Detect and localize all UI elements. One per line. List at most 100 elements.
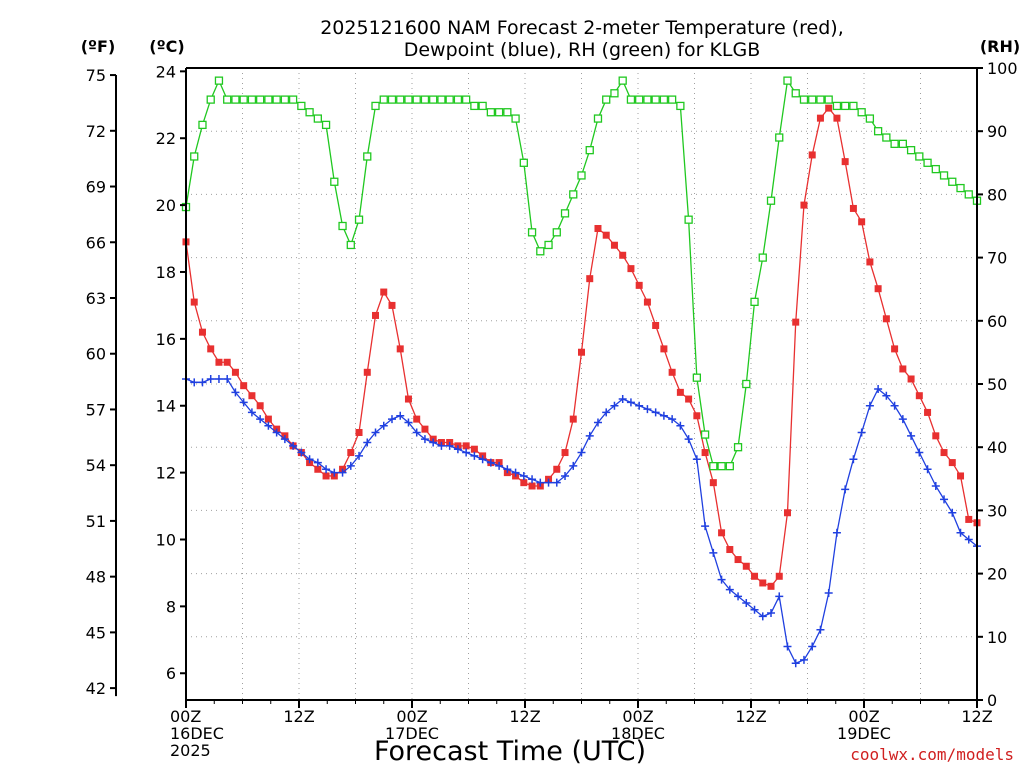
- dewpoint-point: [659, 411, 668, 420]
- temperature-point: [792, 318, 800, 326]
- dewpoint-point: [742, 599, 751, 608]
- temperature-point: [866, 258, 874, 266]
- temperature-point: [800, 201, 808, 209]
- dewpoint-point: [841, 485, 850, 494]
- dewpoint-point: [305, 455, 314, 464]
- fahrenheit-tick-label: 45: [86, 623, 106, 642]
- temperature-point: [610, 241, 618, 249]
- dewpoint-point: [593, 418, 602, 427]
- rh-point: [256, 95, 265, 104]
- temperature-point: [948, 459, 956, 467]
- rh-unit-label: (RH): [980, 37, 1020, 56]
- rh-tick-label: 60: [987, 312, 1007, 331]
- dewpoint-point: [495, 461, 504, 470]
- rh-point: [692, 373, 702, 382]
- dewpoint-point: [503, 465, 512, 474]
- temperature-point: [759, 579, 767, 587]
- x-tick-label: 00Z: [396, 707, 427, 726]
- rh-point: [898, 139, 907, 148]
- dewpoint-point: [865, 401, 874, 410]
- series-rh: [181, 76, 982, 471]
- dewpoint-point: [849, 455, 858, 464]
- temperature-point: [421, 425, 429, 433]
- dewpoint-point: [734, 592, 743, 601]
- rh-point: [280, 95, 290, 104]
- rh-tick-label: 50: [987, 375, 1007, 394]
- temperature-point: [594, 225, 602, 233]
- dewpoint-point: [725, 585, 734, 594]
- temperature-point: [528, 482, 536, 490]
- fahrenheit-tick-label: 57: [86, 400, 106, 419]
- dewpoint-point: [198, 378, 207, 387]
- rh-point: [906, 146, 916, 155]
- dewpoint-point: [420, 435, 429, 444]
- x-tick-label: 16DEC: [170, 724, 224, 743]
- series-line: [185, 378, 978, 665]
- rh-point: [857, 108, 866, 117]
- celsius-tick-label: 8: [166, 597, 176, 616]
- temperature-point: [808, 151, 816, 159]
- rh-point: [882, 133, 891, 142]
- dewpoint-point: [412, 428, 421, 437]
- dewpoint-point: [313, 458, 322, 467]
- dewpoint-point: [799, 655, 808, 664]
- rh-point: [725, 462, 734, 471]
- celsius-tick-label: 16: [156, 330, 176, 349]
- fahrenheit-tick-label: 63: [86, 289, 106, 308]
- dewpoint-point: [247, 408, 256, 417]
- dewpoint-point: [898, 415, 907, 424]
- rh-point: [676, 101, 685, 111]
- dewpoint-point: [486, 458, 495, 467]
- temperature-point: [355, 428, 363, 436]
- dewpoint-point: [701, 522, 710, 531]
- dewpoint-point: [668, 415, 677, 424]
- rh-tick-label: 0: [987, 691, 997, 710]
- rh-point: [849, 101, 858, 111]
- dewpoint-point: [635, 401, 644, 410]
- temperature-point: [915, 392, 923, 400]
- rh-point: [593, 114, 603, 123]
- grid-lines: [186, 68, 977, 700]
- rh-point: [841, 101, 850, 111]
- series-line: [185, 107, 978, 588]
- rh-point: [305, 108, 314, 117]
- rh-point: [478, 101, 487, 111]
- dewpoint-point: [791, 659, 800, 668]
- dewpoint-point: [775, 592, 784, 601]
- temperature-point: [849, 204, 857, 212]
- dewpoint-point: [610, 401, 619, 410]
- rh-point: [297, 101, 306, 111]
- dewpoint-point: [767, 609, 776, 618]
- rh-point: [643, 95, 652, 104]
- dewpoint-point: [363, 438, 372, 447]
- fahrenheit-tick-label: 69: [86, 178, 106, 197]
- temperature-point: [751, 572, 759, 580]
- rh-point: [404, 95, 413, 104]
- dewpoint-point: [940, 495, 949, 504]
- rh-point: [264, 95, 273, 104]
- rh-point: [742, 379, 751, 389]
- rh-tick-label: 100: [987, 59, 1018, 78]
- rh-point: [511, 114, 520, 123]
- rh-point: [231, 95, 240, 104]
- rh-point: [602, 95, 611, 104]
- temperature-point: [248, 392, 256, 400]
- celsius-unit-label: (ºC): [149, 37, 184, 56]
- temperature-point: [841, 158, 849, 166]
- celsius-tick-label: 10: [156, 530, 176, 549]
- temperature-point: [462, 442, 470, 450]
- dewpoint-point: [289, 441, 298, 450]
- dewpoint-point: [618, 395, 627, 404]
- rh-point: [519, 158, 528, 167]
- temperature-point: [957, 472, 965, 480]
- celsius-tick-label: 24: [156, 62, 176, 81]
- x-tick-label: 2025: [170, 741, 211, 760]
- dewpoint-point: [453, 445, 462, 454]
- rh-point: [610, 89, 619, 98]
- rh-point: [709, 462, 718, 471]
- dewpoint-point: [478, 455, 487, 464]
- dewpoint-point: [223, 374, 232, 383]
- rh-point: [635, 95, 644, 104]
- temperature-point: [413, 415, 421, 423]
- dewpoint-point: [626, 398, 635, 407]
